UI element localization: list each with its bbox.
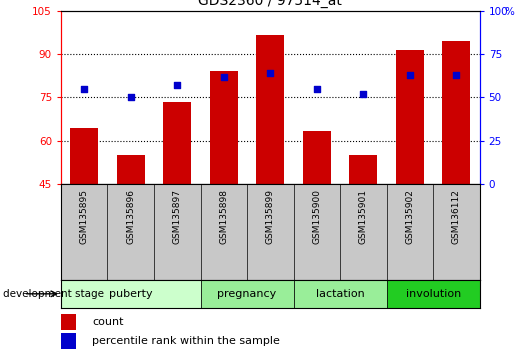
Bar [70, 128, 98, 184]
Bar [396, 50, 424, 184]
Text: GSM135895: GSM135895 [80, 189, 89, 244]
Bar [61, 314, 76, 330]
Point [359, 91, 368, 97]
Text: GSM135897: GSM135897 [173, 189, 182, 244]
Text: GSM135902: GSM135902 [405, 189, 414, 244]
Title: GDS2360 / 97514_at: GDS2360 / 97514_at [198, 0, 342, 8]
Point [80, 86, 89, 92]
Text: puberty: puberty [109, 289, 153, 299]
Bar [163, 102, 191, 184]
Bar [257, 35, 284, 184]
Text: GSM136112: GSM136112 [452, 189, 461, 244]
Bar [294, 280, 386, 308]
Text: pregnancy: pregnancy [217, 289, 277, 299]
Text: GSM135896: GSM135896 [126, 189, 135, 244]
Bar [386, 280, 480, 308]
Point [313, 86, 321, 92]
Text: GSM135900: GSM135900 [312, 189, 321, 244]
Text: GSM135898: GSM135898 [219, 189, 228, 244]
Point [405, 72, 414, 78]
Point [452, 72, 461, 78]
Bar [200, 280, 294, 308]
Point [173, 82, 181, 88]
Text: GSM135899: GSM135899 [266, 189, 275, 244]
Text: percentile rank within the sample: percentile rank within the sample [92, 336, 280, 346]
Text: development stage: development stage [3, 289, 104, 299]
Text: lactation: lactation [316, 289, 365, 299]
Text: count: count [92, 317, 124, 327]
Bar [443, 41, 470, 184]
Text: GSM135901: GSM135901 [359, 189, 368, 244]
Bar [117, 155, 145, 184]
Bar [349, 155, 377, 184]
Point [266, 70, 275, 76]
Point [219, 74, 228, 79]
Bar [210, 72, 238, 184]
Bar [61, 280, 200, 308]
Text: involution: involution [405, 289, 461, 299]
Point [127, 95, 135, 100]
Bar [303, 131, 331, 184]
Bar [61, 333, 76, 349]
Y-axis label: %: % [504, 7, 514, 17]
